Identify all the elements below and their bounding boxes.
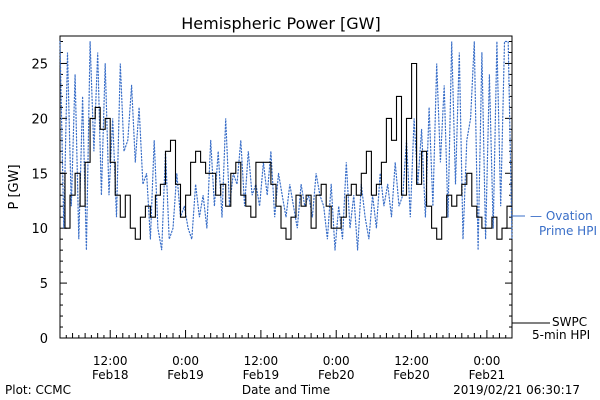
y-axis-label: P [GW] [7, 164, 22, 209]
swpc-legend-label: SWPC [552, 315, 587, 329]
series-layer [59, 40, 513, 251]
x-tick-time-label: 12:00 [93, 354, 128, 368]
ovation-legend-label: — Ovation [530, 209, 593, 223]
x-tick-date-label: Feb19 [167, 368, 204, 382]
y-tick-label: 5 [40, 277, 48, 292]
x-tick-time-label: 12:00 [244, 354, 279, 368]
plot-credit: Plot: CCMC [5, 383, 71, 397]
y-tick-label: 10 [31, 222, 48, 237]
x-tick-date-label: Feb18 [92, 368, 129, 382]
x-axis: 12:00Feb180:00Feb1912:00Feb190:00Feb2012… [65, 330, 507, 382]
plot-timestamp: 2019/02/21 06:30:17 [453, 383, 580, 397]
ovation-legend-label: Prime HPI [539, 224, 597, 238]
swpc-legend-label: 5-min HPI [532, 328, 590, 342]
swpc-hpi-line [60, 62, 512, 240]
y-tick-label: 15 [31, 167, 48, 182]
x-tick-time-label: 0:00 [172, 354, 199, 368]
y-tick-label: 0 [40, 332, 48, 347]
x-tick-date-label: Feb20 [318, 368, 355, 382]
x-tick-date-label: Feb19 [243, 368, 280, 382]
ovation-prime-hpi-line [59, 40, 513, 251]
x-axis-label: Date and Time [242, 383, 330, 397]
y-tick-label: 20 [31, 112, 48, 127]
x-tick-time-label: 0:00 [323, 354, 350, 368]
x-tick-time-label: 0:00 [473, 354, 500, 368]
plot-area-frame [59, 35, 513, 339]
y-tick-label: 25 [31, 57, 48, 72]
chart-title: Hemispheric Power [GW] [181, 14, 380, 33]
x-tick-date-label: Feb21 [469, 368, 506, 382]
x-tick-date-label: Feb20 [393, 368, 430, 382]
x-tick-time-label: 12:00 [394, 354, 429, 368]
y-axis: 0 5 10 15 20 25 [31, 40, 512, 347]
